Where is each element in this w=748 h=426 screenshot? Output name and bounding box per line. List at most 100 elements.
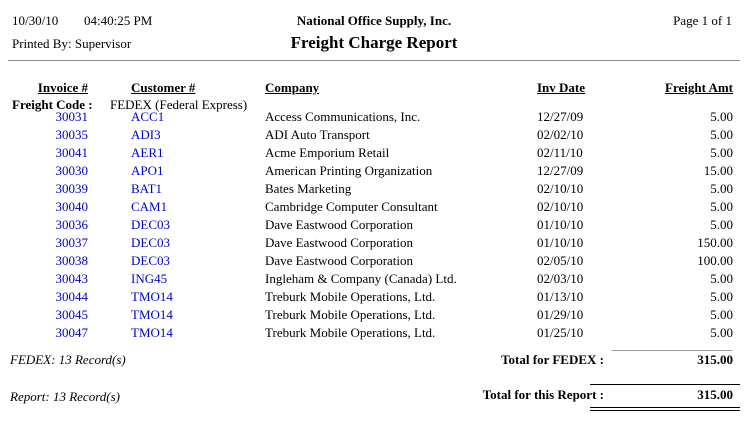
customer-link[interactable]: ING45 [131,271,168,286]
group-total-rule [612,350,732,351]
column-header-company: Company [265,80,320,95]
table-row: 30043 ING45 Ingleham & Company (Canada) … [0,270,748,288]
freight-amt-cell: 5.00 [710,307,733,322]
header-divider [8,60,740,61]
company-cell: Access Communications, Inc. [265,109,421,124]
customer-link[interactable]: ACC1 [131,109,165,124]
freight-code-label: Freight Code : [12,97,93,112]
invoice-link[interactable]: 30044 [55,289,89,304]
inv-date-cell: 01/13/10 [537,289,584,304]
customer-link[interactable]: TMO14 [131,307,173,322]
customer-link[interactable]: ADI3 [131,127,161,142]
company-cell: Bates Marketing [265,181,352,196]
inv-date-cell: 01/29/10 [537,307,584,322]
inv-date-cell: 02/05/10 [537,253,584,268]
freight-amt-cell: 5.00 [710,127,733,142]
table-row: 30045 TMO14 Treburk Mobile Operations, L… [0,306,748,324]
inv-date-cell: 01/10/10 [537,235,584,250]
page-indicator: Page 1 of 1 [673,13,732,28]
inv-date-cell: 02/02/10 [537,127,584,142]
group-record-count: FEDEX: 13 Record(s) [10,352,126,367]
inv-date-cell: 01/25/10 [537,325,584,340]
report-table: 30031 ACC1 Access Communications, Inc. 1… [0,108,748,342]
company-cell: Treburk Mobile Operations, Ltd. [265,325,436,340]
inv-date-cell: 02/10/10 [537,181,584,196]
table-row: 30035 ADI3 ADI Auto Transport 02/02/10 5… [0,126,748,144]
company-cell: American Printing Organization [265,163,433,178]
customer-link[interactable]: DEC03 [131,253,170,268]
customer-link[interactable]: DEC03 [131,217,170,232]
print-time: 04:40:25 PM [84,13,153,28]
freight-amt-cell: 5.00 [710,325,733,340]
inv-date-cell: 12/27/09 [537,163,584,178]
freight-amt-cell: 5.00 [710,199,733,214]
inv-date-cell: 01/10/10 [537,217,584,232]
column-header-inv-date: Inv Date [537,80,586,95]
invoice-link[interactable]: 30037 [55,235,89,250]
invoice-link[interactable]: 30031 [55,109,89,124]
report-title: Freight Charge Report [290,33,458,52]
company-cell: Ingleham & Company (Canada) Ltd. [265,271,457,286]
company-cell: Acme Emporium Retail [265,145,390,160]
company-cell: Cambridge Computer Consultant [265,199,438,214]
report-total-label: Total for this Report : [482,387,604,402]
table-row: 30036 DEC03 Dave Eastwood Corporation 01… [0,216,748,234]
column-header-customer: Customer # [131,80,196,95]
freight-amt-cell: 100.00 [697,253,733,268]
invoice-link[interactable]: 30045 [55,307,89,322]
invoice-link[interactable]: 30047 [55,325,89,340]
freight-amt-cell: 5.00 [710,145,733,160]
inv-date-cell: 02/11/10 [537,145,583,160]
table-row: 30040 CAM1 Cambridge Computer Consultant… [0,198,748,216]
company-cell: ADI Auto Transport [265,127,370,142]
customer-link[interactable]: CAM1 [131,199,168,214]
freight-amt-cell: 15.00 [703,163,733,178]
group-total-amount: 315.00 [697,352,733,367]
freight-code-group-row: Freight Code : FEDEX (Federal Express) [0,97,748,112]
freight-code-value: FEDEX (Federal Express) [110,97,248,112]
invoice-link[interactable]: 30036 [55,217,89,232]
report-total-amount: 315.00 [697,387,733,402]
invoice-link[interactable]: 30040 [55,199,89,214]
company-cell: Dave Eastwood Corporation [265,253,414,268]
column-header-invoice: Invoice # [37,80,88,95]
freight-amt-cell: 5.00 [710,181,733,196]
column-header-row: Invoice # Customer # Company Inv Date Fr… [0,80,748,96]
table-row: 30044 TMO14 Treburk Mobile Operations, L… [0,288,748,306]
print-date: 10/30/10 [12,13,59,28]
customer-link[interactable]: DEC03 [131,235,170,250]
freight-amt-cell: 5.00 [710,289,733,304]
freight-amt-cell: 5.00 [710,217,733,232]
freight-amt-cell: 5.00 [710,271,733,286]
freight-amt-cell: 5.00 [710,109,733,124]
invoice-link[interactable]: 30030 [55,163,89,178]
printed-by: Printed By: Supervisor [12,36,132,51]
invoice-link[interactable]: 30041 [55,145,89,160]
column-header-freight-amt: Freight Amt [665,80,733,95]
table-row: 30030 APO1 American Printing Organizatio… [0,162,748,180]
invoice-link[interactable]: 30035 [55,127,89,142]
customer-link[interactable]: APO1 [131,163,164,178]
invoice-link[interactable]: 30039 [55,181,89,196]
inv-date-cell: 12/27/09 [537,109,584,124]
customer-link[interactable]: BAT1 [131,181,163,196]
table-row: 30047 TMO14 Treburk Mobile Operations, L… [0,324,748,342]
report-total-double-rule [590,407,740,411]
invoice-link[interactable]: 30038 [55,253,89,268]
inv-date-cell: 02/03/10 [537,271,584,286]
company-name: National Office Supply, Inc. [296,13,452,28]
invoice-link[interactable]: 30043 [55,271,89,286]
inv-date-cell: 02/10/10 [537,199,584,214]
customer-link[interactable]: TMO14 [131,325,173,340]
freight-amt-cell: 150.00 [697,235,733,250]
report-record-count: Report: 13 Record(s) [10,389,120,404]
company-cell: Dave Eastwood Corporation [265,235,414,250]
report-total-rule [590,384,740,385]
company-cell: Treburk Mobile Operations, Ltd. [265,289,436,304]
table-row: 30041 AER1 Acme Emporium Retail 02/11/10… [0,144,748,162]
table-row: 30031 ACC1 Access Communications, Inc. 1… [0,108,748,126]
customer-link[interactable]: TMO14 [131,289,173,304]
customer-link[interactable]: AER1 [131,145,164,160]
group-total-label: Total for FEDEX : [501,352,604,367]
